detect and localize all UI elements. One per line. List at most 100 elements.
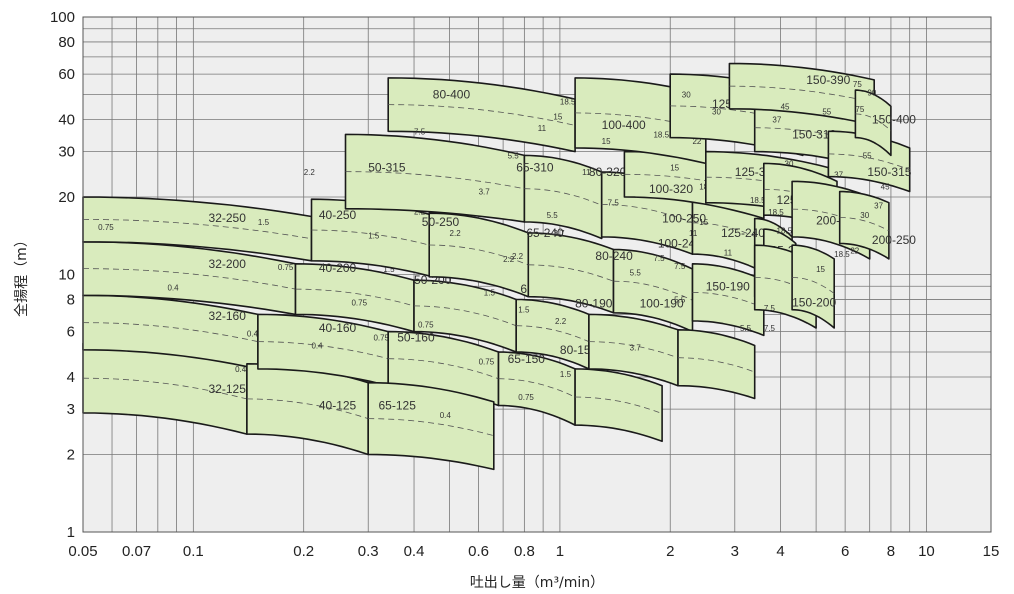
y-tick-label: 10: [58, 267, 75, 284]
kw-label: 75: [853, 80, 862, 89]
region-80-400: 80-400 7.5 11 15 18.5: [387, 77, 576, 153]
x-tick-label: 0.2: [293, 543, 314, 560]
y-tick-label: 8: [67, 291, 75, 308]
kw-boundary: [528, 264, 614, 282]
model-label: 80-240: [595, 249, 633, 263]
kw-label: 2.2: [450, 229, 462, 238]
kw-boundary: [524, 188, 602, 206]
model-label: 100-250: [662, 211, 706, 225]
kw-label: 7.5: [608, 199, 620, 208]
model-label: 40-160: [319, 321, 357, 335]
model-label: 65-240: [526, 226, 564, 240]
kw-boundary: [692, 222, 764, 241]
region-area: [387, 77, 576, 153]
kw-label: 0.75: [351, 298, 367, 307]
kw-label: 11: [538, 124, 547, 133]
kw-label: 2.2: [512, 252, 524, 261]
model-label: 80-400: [433, 88, 471, 102]
kw-boundary: [792, 208, 870, 229]
y-tick-label: 6: [67, 324, 75, 341]
kw-label: 18.5: [777, 227, 793, 236]
kw-label: 22: [850, 246, 859, 255]
kw-boundary: [601, 204, 693, 224]
kw-label: 1.5: [258, 218, 270, 227]
x-tick-labels: 0.05 0.07 0.1 0.2 0.3 0.4 0.6 0.8 1 2 3 4 6 8 10 15: [68, 543, 999, 560]
kw-label: 5.5: [547, 211, 559, 220]
x-tick-label: 0.05: [68, 543, 97, 560]
kw-label: 7.5: [764, 304, 776, 313]
model-label: 150-200: [792, 295, 836, 309]
kw-label: 0.75: [479, 357, 495, 366]
kw-boundary: [82, 268, 296, 290]
kw-label: 45: [881, 182, 890, 191]
x-tick-label: 0.8: [514, 543, 535, 560]
pump-regions: 32-1250.432-1600.432-2000.40.7532-2500.7…: [82, 62, 916, 471]
kw-boundary: [792, 277, 835, 294]
kw-label: 3.7: [553, 229, 565, 238]
model-label: 50-250: [422, 215, 460, 229]
model-label: 32-125: [209, 382, 247, 396]
x-tick-label: 8: [887, 543, 895, 560]
kw-label: 7.5: [653, 254, 665, 263]
kw-label: 18.5: [560, 97, 576, 106]
region-80-190: 80-190 2.2 3.7: [555, 280, 679, 387]
plot-frame: [82, 16, 992, 533]
kw-label: 15: [699, 218, 708, 227]
model-label: 100-320: [649, 182, 693, 196]
y-tick-label: 20: [58, 189, 75, 206]
kw-label: 18.5: [750, 196, 766, 205]
kw-label: 15: [553, 113, 562, 122]
kw-boundary: [729, 85, 875, 103]
kw-label: 1.5: [368, 231, 380, 240]
kw-boundary: [368, 418, 494, 437]
region-150-200: 150-200 7.5 15: [764, 244, 836, 333]
region-40-200: 40-200 0.75 1.5: [294, 261, 415, 333]
kw-label: 15: [602, 137, 611, 146]
model-label: 40-125: [319, 398, 357, 412]
kw-boundary: [413, 305, 517, 327]
model-label: 32-250: [209, 211, 247, 225]
region-area: [574, 368, 663, 443]
kw-label: 0.75: [418, 320, 434, 329]
x-tick-label: 6: [841, 543, 849, 560]
kw-boundary: [855, 113, 892, 132]
model-label: 150-400: [872, 112, 916, 126]
region-50-315: 50-315 2.2 3.7 5.5: [304, 133, 526, 223]
x-tick-label: 2: [666, 543, 674, 560]
region-area: [791, 244, 835, 329]
kw-label: 0.4: [167, 284, 179, 293]
kw-label: 15: [670, 164, 679, 173]
model-label: 40-200: [319, 261, 357, 275]
kw-label: 22: [692, 137, 701, 146]
x-tick-label: 0.07: [122, 543, 151, 560]
kw-label: 5.5: [740, 324, 752, 333]
kw-label: 2.2: [304, 168, 316, 177]
region-65-125: 65-125 0.4: [367, 381, 495, 471]
region-area: [523, 154, 603, 240]
kw-label: 0.75: [373, 333, 389, 342]
x-tick-label: 0.3: [358, 543, 379, 560]
kw-boundary: [613, 280, 693, 301]
model-label: 100-245: [658, 236, 702, 250]
kw-label: 11: [724, 248, 733, 257]
kw-label: 45: [781, 102, 790, 111]
kw-label: 37: [772, 115, 781, 124]
region-200-250: 200-250 22 30 37: [838, 190, 916, 260]
region-area: [677, 329, 756, 400]
x-tick-label: 1: [556, 543, 564, 560]
model-label: 150-390: [806, 73, 850, 87]
region-area: [691, 263, 765, 337]
kw-boundary: [311, 229, 433, 247]
kw-label: 7.5: [414, 127, 426, 136]
region-40-160: 40-160 0.4 0.75: [257, 313, 390, 387]
kw-label: 11: [582, 168, 591, 177]
kw-label: 90: [867, 88, 876, 97]
kw-label: 30: [682, 91, 691, 100]
kw-label: 7.5: [674, 262, 686, 271]
kw-label: 1.5: [518, 306, 530, 315]
kw-label: 0.75: [518, 393, 534, 402]
kw-label: 7.5: [764, 324, 776, 333]
